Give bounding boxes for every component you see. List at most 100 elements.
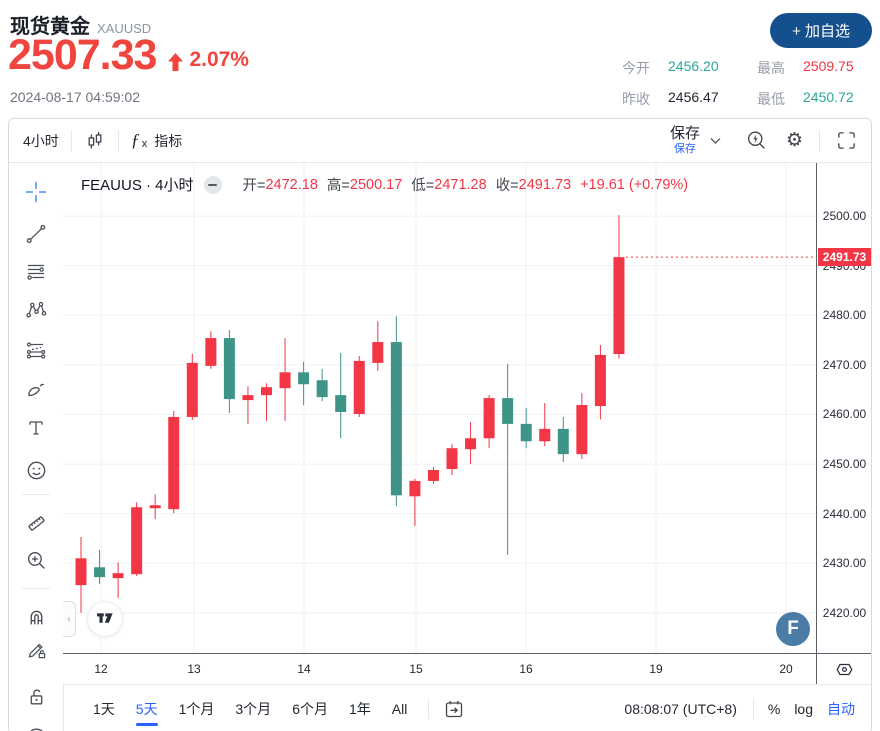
trend-line-tool-icon[interactable] bbox=[21, 219, 51, 249]
stat-label: 最高 bbox=[757, 60, 785, 76]
stat-high: 最高 2509.75 bbox=[757, 58, 854, 78]
clock-display[interactable]: 08:08:07 (UTC+8) bbox=[624, 700, 737, 717]
instrument-code: XAUUSD bbox=[97, 21, 152, 36]
save-tooltip: 保存 bbox=[673, 142, 696, 155]
price-axis-label: 2440.00 bbox=[822, 506, 867, 521]
fullscreen-icon[interactable] bbox=[836, 130, 857, 151]
series-visibility-toggle-icon[interactable] bbox=[203, 175, 222, 194]
time-axis-label: 14 bbox=[297, 662, 311, 676]
range-button-1天[interactable]: 1天 bbox=[93, 700, 115, 717]
range-button-6个月[interactable]: 6个月 bbox=[292, 700, 328, 717]
stat-value: 2509.75 bbox=[803, 58, 854, 74]
brush-tool-icon[interactable] bbox=[21, 375, 51, 405]
price-axis-label: 2460.00 bbox=[822, 407, 867, 422]
xabcd-pattern-tool-icon[interactable] bbox=[21, 295, 51, 325]
last-price-tag: 2491.73 bbox=[818, 248, 871, 267]
log-scale-toggle[interactable]: log bbox=[794, 700, 813, 717]
fib-retracement-tool-icon[interactable] bbox=[21, 257, 51, 287]
save-button[interactable]: 保存 保存 bbox=[669, 125, 700, 155]
stat-label: 最低 bbox=[757, 91, 785, 107]
range-button-5天[interactable]: 5天 bbox=[135, 695, 158, 726]
open-value: 2472.18 bbox=[265, 176, 318, 193]
change-value: +19.61 (+0.79%) bbox=[580, 176, 689, 193]
range-button-1个月[interactable]: 1个月 bbox=[178, 700, 215, 717]
lock-all-tool-icon[interactable] bbox=[21, 681, 51, 711]
save-dropdown-chevron-icon[interactable] bbox=[710, 137, 721, 145]
instrument-name: 现货黄金 bbox=[10, 16, 90, 38]
stat-value: 2450.72 bbox=[803, 89, 854, 105]
high-value: 2500.17 bbox=[349, 176, 403, 193]
open-label: 开= bbox=[242, 178, 266, 194]
time-axis-label: 19 bbox=[649, 662, 663, 676]
emoji-tool-icon[interactable] bbox=[21, 455, 51, 485]
range-selector: 1天 5天 1个月 3个月 6个月 1年 All bbox=[93, 695, 428, 726]
price-axis-label: 2480.00 bbox=[822, 308, 867, 323]
zoom-in-tool-icon[interactable] bbox=[21, 545, 51, 575]
drawing-lock-tool-icon[interactable] bbox=[21, 634, 51, 664]
sidebar-divider bbox=[22, 588, 50, 589]
chart-plot-area[interactable]: FEAUUS · 4小时 开= 2472.18 高= 2500.17 低= 2471.… bbox=[63, 163, 816, 653]
text-tool-icon[interactable] bbox=[21, 413, 51, 443]
current-price: 2507.33 bbox=[8, 31, 157, 79]
toolbar-divider bbox=[117, 129, 119, 152]
low-value: 2471.28 bbox=[434, 176, 487, 193]
interval-button[interactable]: 4小时 bbox=[23, 132, 59, 149]
percent-scale-toggle[interactable]: % bbox=[767, 700, 781, 717]
quick-snapshot-icon[interactable] bbox=[745, 129, 768, 152]
time-axis-label: 20 bbox=[779, 662, 793, 676]
time-axis[interactable]: 12 13 14 15 16 19 20 bbox=[63, 653, 871, 685]
fx-icon-sub: x bbox=[141, 137, 148, 150]
toolbar-divider bbox=[70, 129, 72, 152]
stat-label: 昨收 bbox=[622, 91, 650, 107]
range-button-3个月[interactable]: 3个月 bbox=[235, 700, 272, 717]
bottom-bar-divider bbox=[428, 698, 430, 719]
page-title: 现货黄金 XAUUSD bbox=[10, 10, 151, 39]
time-axis-label: 15 bbox=[409, 662, 423, 676]
stat-value: 2456.20 bbox=[668, 58, 719, 74]
price-row: 2507.33 2.07% bbox=[8, 34, 249, 77]
add-watchlist-button[interactable]: + 加自选 bbox=[770, 13, 872, 48]
candle-style-button[interactable] bbox=[84, 130, 106, 152]
close-value: 2491.73 bbox=[518, 176, 572, 193]
sidebar-collapse-handle[interactable]: ‹ bbox=[63, 601, 76, 637]
time-axis-label: 16 bbox=[519, 662, 533, 676]
price-axis-label: 2500.00 bbox=[822, 209, 867, 224]
sidebar-divider bbox=[22, 494, 50, 495]
bottom-bar-divider bbox=[752, 698, 754, 719]
price-axis-label: 2470.00 bbox=[822, 357, 867, 372]
ohlc-readout: 开= 2472.18 高= 2500.17 低= 2471.28 收= 2491.73 … bbox=[234, 174, 689, 195]
stat-label: 今开 bbox=[622, 60, 650, 76]
bottom-bar: 1天 5天 1个月 3个月 6个月 1年 All 08:08:07 (UTC+8) % lo… bbox=[63, 684, 871, 731]
go-to-date-icon[interactable] bbox=[443, 698, 465, 720]
price-axis-label: 2420.00 bbox=[822, 605, 867, 620]
price-scale-settings-icon[interactable] bbox=[816, 654, 871, 685]
range-button-All[interactable]: All bbox=[391, 700, 408, 717]
stat-value: 2456.47 bbox=[668, 89, 719, 105]
range-button-1年[interactable]: 1年 bbox=[348, 700, 371, 717]
bottom-bar-right-group: 08:08:07 (UTC+8) % log 自动 bbox=[624, 698, 855, 719]
crosshair-tool-icon[interactable] bbox=[21, 177, 51, 207]
settings-gear-icon[interactable]: ⚙ bbox=[785, 130, 803, 151]
auto-scale-toggle[interactable]: 自动 bbox=[827, 700, 855, 717]
stats-column-right: 最高 2509.75 最低 2450.72 bbox=[757, 58, 854, 120]
magnet-tool-icon[interactable] bbox=[21, 601, 51, 631]
time-axis-label: 12 bbox=[94, 662, 108, 676]
price-axis-label: 2430.00 bbox=[822, 556, 867, 571]
ruler-tool-icon[interactable] bbox=[21, 508, 51, 538]
stat-low: 最低 2450.72 bbox=[757, 89, 854, 109]
low-label: 低= bbox=[411, 178, 435, 194]
price-up-arrow-icon bbox=[168, 53, 184, 71]
toolbar-right-group: 保存 保存 ⚙ bbox=[670, 126, 857, 155]
price-change-percent: 2.07% bbox=[189, 48, 249, 71]
toolbar-divider bbox=[819, 129, 820, 152]
series-title[interactable]: FEAUUS · 4小时 bbox=[81, 177, 194, 194]
price-axis[interactable]: 2500.002490.002480.002470.002460.002450.… bbox=[816, 163, 871, 653]
provider-f-logo: F bbox=[776, 612, 810, 646]
projection-tool-icon[interactable] bbox=[21, 335, 51, 365]
tradingview-watermark-logo bbox=[87, 601, 123, 637]
hide-drawings-tool-icon[interactable] bbox=[21, 719, 51, 731]
